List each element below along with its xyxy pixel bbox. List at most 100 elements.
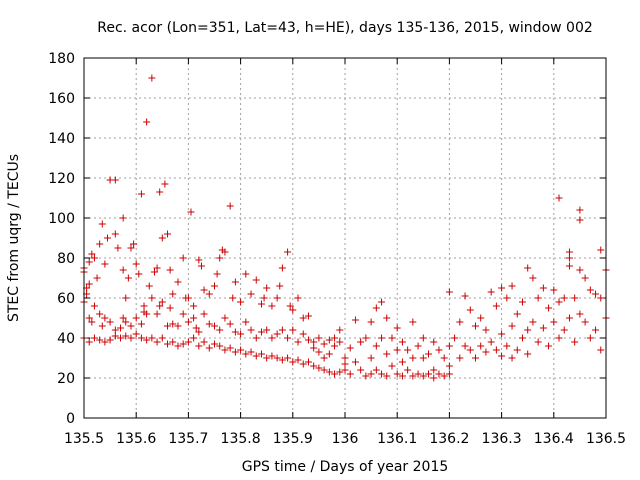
data-point	[367, 318, 375, 326]
data-point	[242, 318, 250, 326]
data-point	[221, 248, 229, 256]
data-point	[96, 336, 104, 344]
data-point	[565, 262, 573, 270]
data-point	[257, 300, 265, 308]
data-point	[524, 264, 532, 272]
data-point	[336, 368, 344, 376]
data-point	[226, 320, 234, 328]
data-point	[88, 250, 96, 258]
data-point	[576, 310, 584, 318]
data-point	[211, 322, 218, 330]
data-point	[310, 362, 318, 370]
data-point	[216, 326, 224, 334]
data-point	[130, 240, 138, 248]
data-point	[592, 290, 600, 298]
data-point	[166, 266, 174, 274]
data-point	[137, 190, 145, 198]
data-point	[263, 326, 271, 334]
data-point	[148, 294, 156, 302]
data-point	[477, 314, 485, 322]
x-tick-label: 136.1	[377, 431, 417, 447]
data-point	[362, 334, 370, 342]
data-point	[456, 318, 464, 326]
data-point	[247, 326, 255, 334]
data-point	[166, 304, 174, 312]
data-point	[93, 274, 101, 282]
data-point	[581, 274, 589, 282]
data-point	[169, 290, 177, 298]
data-point	[90, 254, 98, 262]
x-axis-title: GPS time / Days of year 2015	[242, 459, 449, 475]
data-point	[184, 338, 192, 346]
x-tick-label: 135.8	[221, 431, 261, 447]
data-point	[445, 370, 453, 378]
data-point	[263, 284, 271, 292]
data-point	[461, 342, 469, 350]
data-point	[137, 320, 145, 328]
x-tick-label: 135.6	[116, 431, 156, 447]
data-point	[325, 368, 333, 376]
data-point	[127, 244, 135, 252]
data-point	[278, 264, 286, 272]
data-point	[156, 188, 164, 196]
data-point	[372, 304, 380, 312]
data-point	[320, 340, 328, 348]
data-point	[122, 332, 130, 340]
data-point	[346, 370, 354, 378]
data-point	[161, 180, 169, 188]
data-point	[357, 338, 365, 346]
data-point	[545, 304, 553, 312]
data-point	[331, 370, 339, 378]
data-point	[304, 312, 312, 320]
y-tick-labels: 0 20 40 60 80 100 120 140 160 180	[48, 51, 75, 427]
data-point	[124, 274, 132, 282]
data-point	[174, 278, 182, 286]
data-point	[273, 354, 281, 362]
data-point	[221, 346, 229, 354]
data-point	[273, 294, 281, 302]
data-point	[461, 292, 469, 300]
data-point	[351, 316, 359, 324]
data-point	[85, 314, 93, 322]
data-point	[393, 370, 401, 378]
data-point	[299, 314, 307, 322]
y-tick-label: 160	[48, 91, 75, 107]
data-point	[571, 338, 579, 346]
data-point	[190, 302, 198, 310]
data-point	[148, 74, 156, 82]
data-point	[143, 118, 151, 126]
data-point	[550, 286, 558, 294]
data-point	[524, 326, 532, 334]
data-point	[425, 370, 433, 378]
data-point	[430, 374, 438, 382]
data-point	[276, 282, 284, 290]
data-point	[466, 346, 474, 354]
data-point	[414, 370, 422, 378]
data-point	[119, 314, 127, 322]
data-point	[101, 260, 109, 268]
x-tick-label: 135.7	[168, 431, 208, 447]
data-point	[205, 320, 213, 328]
data-point	[169, 320, 177, 328]
data-point	[195, 256, 203, 264]
data-point	[508, 354, 516, 362]
y-tick-label: 20	[57, 371, 75, 387]
x-tick-labels: 135.5 135.6 135.7 135.8 135.9 136 136.1 136.2 13…	[64, 431, 626, 447]
data-point	[122, 318, 130, 326]
data-point	[419, 334, 427, 342]
data-point	[117, 334, 125, 342]
data-point	[211, 340, 218, 348]
chart-title: Rec. acor (Lon=351, Lat=43, h=HE), days …	[97, 20, 593, 36]
y-tick-label: 40	[57, 331, 75, 347]
data-point	[111, 326, 119, 334]
data-point	[445, 288, 453, 296]
data-point	[111, 176, 119, 184]
data-point	[268, 352, 276, 360]
y-axis-title: STEC from uqrg / TECUs	[6, 154, 22, 322]
data-point	[331, 334, 339, 342]
data-point	[398, 338, 406, 346]
data-point	[195, 342, 203, 350]
data-point	[286, 302, 294, 310]
data-point	[164, 340, 172, 348]
data-point	[341, 366, 349, 374]
